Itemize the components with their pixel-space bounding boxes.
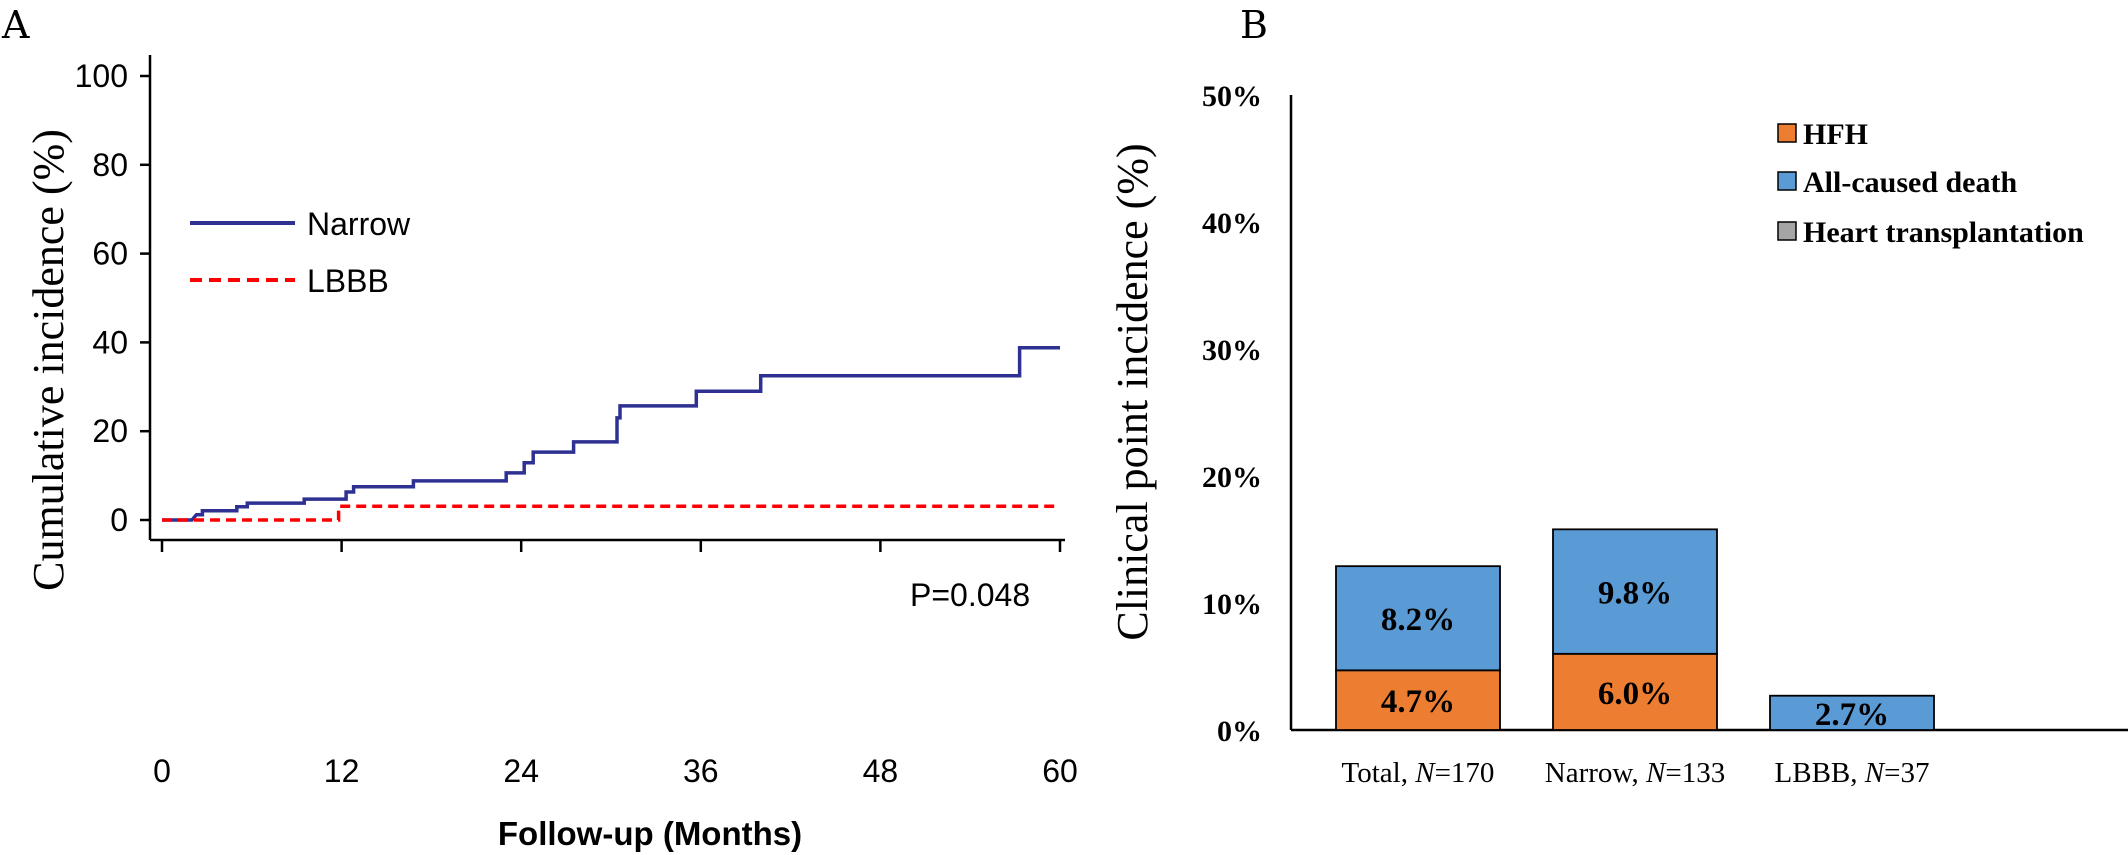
p-value-annotation: P=0.048 xyxy=(910,577,1030,613)
legend-label-lbbb: LBBB xyxy=(307,263,389,299)
legend-swatch-death xyxy=(1777,171,1797,191)
km-y-tick-label: 20 xyxy=(92,413,128,449)
bar-data-label: 9.8% xyxy=(1598,576,1672,612)
bar-y-tick-label: 40% xyxy=(1202,207,1262,240)
km-x-tick-label: 12 xyxy=(324,753,360,789)
bar-y-tick-label: 20% xyxy=(1202,461,1262,494)
bar-category-label: LBBB, N=37 xyxy=(1775,757,1930,789)
bar-data-label: 4.7% xyxy=(1381,684,1455,720)
bar-segment xyxy=(1552,652,1718,731)
bar-y-tick-label: 30% xyxy=(1202,334,1262,367)
km-y-tick-label: 0 xyxy=(110,502,128,538)
bar-y-axis-label: Clinical point incidence (%) xyxy=(1108,143,1157,640)
legend-swatch-hfh xyxy=(1777,123,1797,143)
bar-y-tick-label: 50% xyxy=(1202,80,1262,113)
km-x-tick-label: 48 xyxy=(863,753,899,789)
km-x-tick-label: 24 xyxy=(503,753,539,789)
bar-data-labels: 4.7% 8.2% 6.0% 9.8% 2.7% xyxy=(1381,576,1889,733)
km-y-tick-label: 40 xyxy=(92,324,128,360)
bar-y-tick-label: 0% xyxy=(1217,715,1262,748)
panel-a-letter: A xyxy=(1,3,30,47)
km-x-ticks: 0 12 24 36 48 60 xyxy=(153,540,1078,789)
bar-segment xyxy=(1769,694,1935,731)
bar-segment xyxy=(1552,528,1718,655)
bar-category-labels: Total, N=170 Narrow, N=133 LBBB, N=37 xyxy=(1342,757,1930,789)
bar-legend: HFH All-caused death Heart transplantati… xyxy=(1777,118,2084,249)
panel-a-km-chart: A Cumulative incidence (%) Follow-up (Mo… xyxy=(1,3,1078,852)
legend-swatch-transplant xyxy=(1777,221,1797,241)
km-line-lbbb xyxy=(162,504,1060,522)
panel-b-letter: B xyxy=(1240,3,1268,47)
km-y-ticks: 0 20 40 60 80 100 xyxy=(75,58,150,538)
bar-data-label: 8.2% xyxy=(1381,602,1455,638)
bar-data-label: 2.7% xyxy=(1815,697,1889,733)
km-x-tick-label: 0 xyxy=(153,753,171,789)
bar-y-tick-label: 10% xyxy=(1202,588,1262,621)
legend-label-narrow: Narrow xyxy=(307,206,411,242)
km-y-tick-label: 80 xyxy=(92,147,128,183)
km-x-tick-label: 60 xyxy=(1042,753,1078,789)
km-legend: Narrow LBBB xyxy=(190,206,411,299)
legend-label-hfh: HFH xyxy=(1803,118,1868,151)
bar-y-ticks: 0% 10% 20% 30% 40% 50% xyxy=(1202,80,1262,748)
km-y-tick-label: 100 xyxy=(75,58,128,94)
bar-category-label: Narrow, N=133 xyxy=(1545,757,1725,789)
legend-label-death: All-caused death xyxy=(1803,166,2017,199)
panel-b-bar-chart: B Clinical point incidence (%) 0% 10% 20% 3… xyxy=(1108,3,2128,789)
km-x-axis-label: Follow-up (Months) xyxy=(498,815,802,852)
bar-data-label: 6.0% xyxy=(1598,676,1672,712)
bar-segments xyxy=(1335,528,1935,731)
bar-category-label: Total, N=170 xyxy=(1342,757,1495,789)
km-line-narrow xyxy=(162,345,1060,522)
km-x-tick-label: 36 xyxy=(683,753,719,789)
km-series-lines xyxy=(162,345,1060,522)
km-y-tick-label: 60 xyxy=(92,236,128,272)
legend-label-transplant: Heart transplantation xyxy=(1803,216,2084,249)
bar-segment xyxy=(1335,565,1501,672)
km-y-axis-label: Cumulative incidence (%) xyxy=(24,129,73,591)
